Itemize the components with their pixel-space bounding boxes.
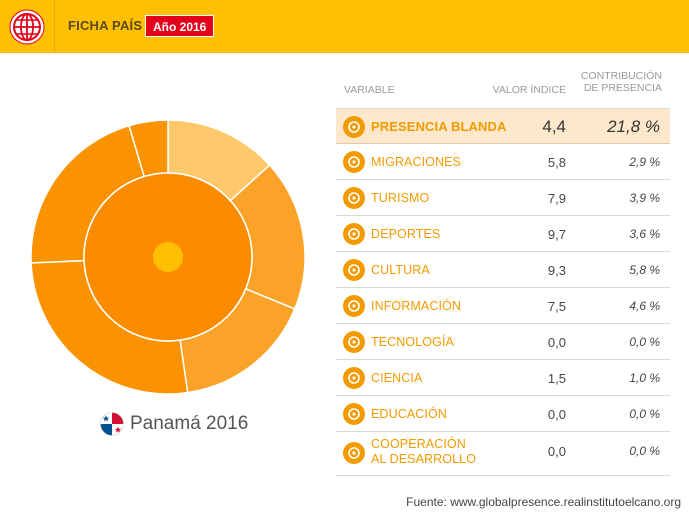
country-name: Panamá 2016 (130, 413, 249, 434)
sunburst-chart (30, 119, 306, 395)
row-label: EDUCACIÓN (371, 407, 447, 421)
row-label: MIGRACIONES (371, 155, 461, 169)
row-valor-indice: 0,0 (547, 335, 566, 350)
cooperation-icon (343, 442, 365, 464)
table-row[interactable]: TURISMO 7,9 3,9 % (336, 180, 670, 216)
row-contribucion: 3,6 % (629, 227, 660, 241)
row-contribucion: 0,0 % (629, 444, 660, 458)
row-valor-indice: 0,0 (547, 444, 566, 459)
row-valor-indice: 1,5 (547, 371, 566, 386)
column-header-contrib-line1: CONTRIBUCIÓN (580, 70, 662, 82)
row-valor-indice: 9,3 (547, 263, 566, 278)
row-valor-indice: 5,8 (547, 155, 566, 170)
table-row[interactable]: CIENCIA 1,5 1,0 % (336, 360, 670, 396)
row-label: PRESENCIA BLANDA (371, 119, 507, 134)
row-valor-indice: 9,7 (547, 227, 566, 242)
sports-icon (343, 223, 365, 245)
row-valor-indice: 0,0 (547, 407, 566, 422)
row-label: COOPERACIÓN AL DESARROLLO (371, 437, 477, 466)
row-contribucion: 2,9 % (629, 155, 660, 169)
soft-presence-icon (343, 116, 365, 138)
column-header-valor: VALOR ÍNDICE (492, 84, 566, 96)
column-header-contrib-line2: DE PRESENCIA (583, 82, 662, 94)
row-valor-indice: 7,9 (547, 191, 566, 206)
row-contribucion: 1,0 % (629, 371, 660, 385)
chart-center (153, 242, 183, 272)
row-label: TURISMO (371, 191, 430, 205)
table-row[interactable]: EDUCACIÓN 0,0 0,0 % (336, 396, 670, 432)
row-label: CULTURA (371, 263, 430, 277)
row-contribucion: 5,8 % (629, 263, 660, 277)
row-contribucion: 4,6 % (629, 299, 660, 313)
table-row[interactable]: INFORMACIÓN 7,5 4,6 % (336, 288, 670, 324)
education-icon (343, 403, 365, 425)
row-label: CIENCIA (371, 371, 423, 385)
technology-icon (343, 331, 365, 353)
tourism-icon (343, 187, 365, 209)
row-contribucion: 3,9 % (629, 191, 660, 205)
page-title: FICHA PAÍS (68, 18, 143, 33)
year-badge[interactable]: Año 2016 (145, 15, 215, 37)
table-row[interactable]: CULTURA 9,3 5,8 % (336, 252, 670, 288)
row-valor-indice: 7,5 (547, 299, 566, 314)
row-label: INFORMACIÓN (371, 299, 461, 313)
culture-icon (343, 259, 365, 281)
migration-icon (343, 151, 365, 173)
table-row[interactable]: PRESENCIA BLANDA 4,4 21,8 % (336, 108, 670, 144)
table-row[interactable]: MIGRACIONES 5,8 2,9 % (336, 144, 670, 180)
table-row[interactable]: TECNOLOGÍA 0,0 0,0 % (336, 324, 670, 360)
logo[interactable] (0, 0, 55, 53)
table-row[interactable]: DEPORTES 9,7 3,6 % (336, 216, 670, 252)
panama-flag-icon (100, 412, 124, 436)
globe-icon (9, 9, 45, 45)
row-contribucion: 21,8 % (607, 117, 660, 136)
row-contribucion: 0,0 % (629, 407, 660, 421)
row-label: DEPORTES (371, 227, 441, 241)
country-label: Panamá 2016 (100, 411, 248, 437)
column-header-variable: VARIABLE (344, 84, 395, 96)
row-contribucion: 0,0 % (629, 335, 660, 349)
row-label: TECNOLOGÍA (371, 335, 454, 349)
table-row[interactable]: COOPERACIÓN AL DESARROLLO 0,0 0,0 % (336, 432, 670, 476)
source-footer: Fuente: www.globalpresence.realinstituto… (406, 495, 681, 509)
row-valor-indice: 4,4 (542, 117, 566, 136)
science-icon (343, 367, 365, 389)
information-icon (343, 295, 365, 317)
column-header-contribucion: CONTRIBUCIÓN DE PRESENCIA (552, 70, 662, 94)
header-bar: FICHA PAÍS Año 2016 (0, 0, 689, 53)
